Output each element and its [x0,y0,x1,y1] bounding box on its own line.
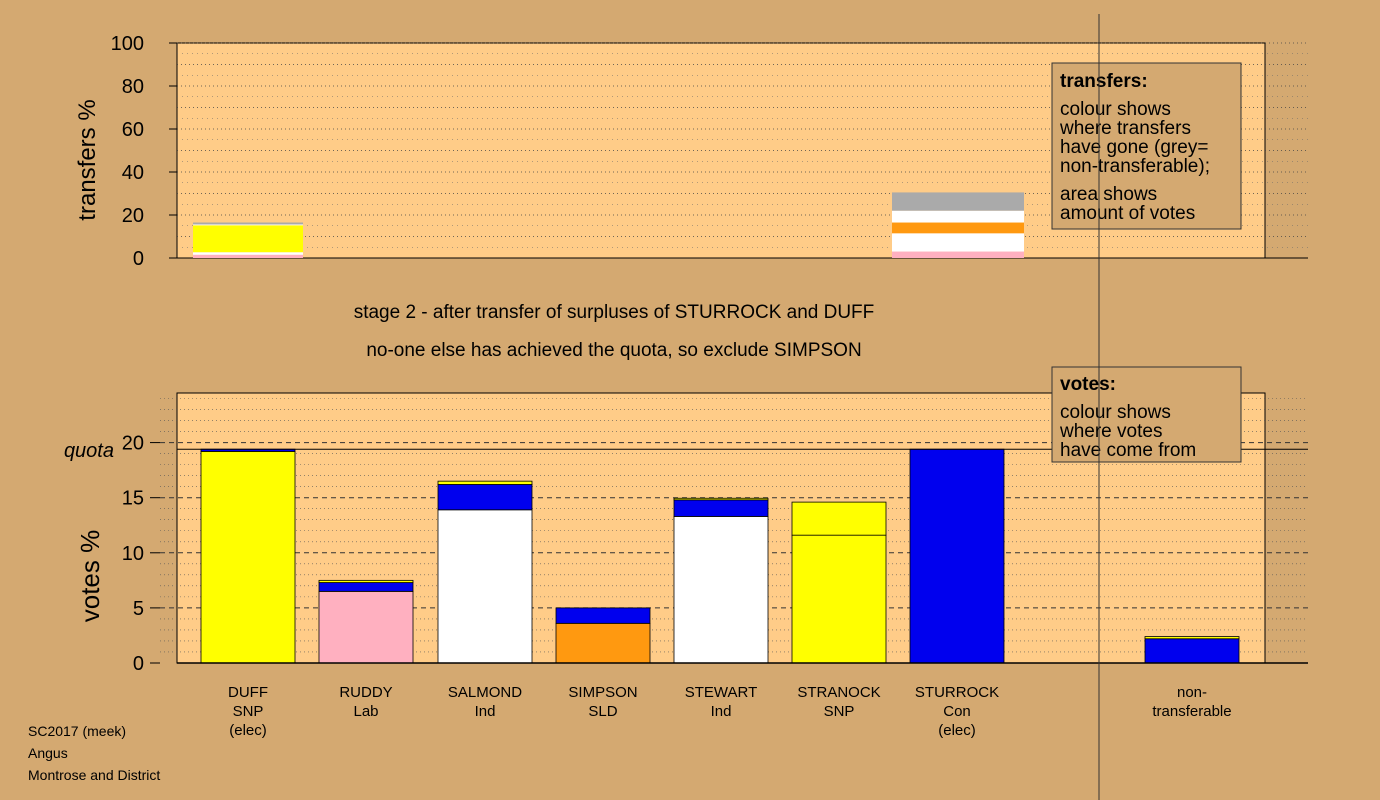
vote-bar-segment [673,499,769,517]
category-label: SALMOND [448,684,522,701]
category-label: SNP [824,703,855,720]
votes-legend-box [1051,366,1242,463]
category-label: STEWART [685,684,758,701]
transfers-legend-title: transfers: [1060,71,1148,92]
vote-bar-segment [1144,636,1240,640]
transfer-bar-segment [892,210,1024,223]
category-label: non- [1177,684,1207,701]
vote-bar-segment [318,579,414,583]
category-label: STRANOCK [797,684,880,701]
category-label: transferable [1152,703,1231,720]
category-label: Ind [711,703,732,720]
category-label: STURROCK [915,684,999,701]
category-label: DUFF [228,684,268,701]
transfer-bar-segment [193,254,303,258]
category-label: SIMPSON [568,684,637,701]
vote-bar-segment [318,590,414,664]
transfer-bar-segment [193,252,303,255]
transfers-legend-line: non-transferable); [1060,156,1210,177]
footer-line-1: SC2017 (meek) [28,723,127,739]
transfers-legend-box [1051,62,1242,230]
transfer-bar-segment [193,222,303,225]
transfers-y-tick-label: 0 [133,248,144,270]
transfers-y-axis-label: transfers % [74,99,101,220]
votes-legend-title: votes: [1060,374,1116,395]
transfer-bar-segment [892,192,1024,211]
vote-bar-segment [437,509,533,664]
transfer-bar-segment [193,224,303,226]
transfer-bar-segment [892,251,1024,258]
votes-y-tick-label: 20 [122,433,144,455]
vote-bar-segment [673,516,769,664]
transfers-y-tick-label: 40 [122,162,144,184]
category-label: Ind [475,703,496,720]
category-label: RUDDY [339,684,392,701]
transfer-bar-segment [892,233,1024,252]
votes-y-tick-label: 0 [133,653,144,675]
category-label: (elec) [938,722,976,739]
vote-bar-segment [791,501,887,536]
votes-legend-line: where votes [1059,421,1162,442]
transfers-legend-line: have gone (grey= [1060,137,1208,158]
category-label: (elec) [229,722,267,739]
transfers-legend-line: where transfers [1059,118,1191,139]
transfers-y-tick-label: 100 [111,33,144,55]
stage-text-line-1: stage 2 - after transfer of surpluses of… [354,302,875,323]
transfers-y-tick-label: 60 [122,119,144,141]
vote-bar-segment [555,622,651,664]
vote-bar-segment [673,497,769,501]
transfer-bar-segment [892,222,1024,234]
vote-bar-segment [1144,638,1240,664]
transfers-legend-line: area shows [1060,184,1157,205]
vote-bar-segment [200,451,296,664]
footer-source: SC2017 (meek) Angus Montrose and Distric… [28,720,160,786]
transfers-y-tick-label: 80 [122,76,144,98]
vote-bar-segment [555,607,651,624]
votes-y-tick-label: 5 [133,598,144,620]
vote-bar-segment [437,480,533,485]
footer-line-2: Angus [28,745,68,761]
vote-bar-segment [318,582,414,592]
vote-bar-segment [437,484,533,511]
footer-line-3: Montrose and District [28,767,161,783]
category-label: Lab [353,703,378,720]
stage-text-line-2: no-one else has achieved the quota, so e… [366,340,861,361]
category-label: SLD [588,703,617,720]
vote-bar-segment [909,448,1005,664]
vote-bar-segment [791,534,887,664]
votes-y-tick-label: 15 [122,488,144,510]
votes-y-tick-label: 10 [122,543,144,565]
transfers-legend-line: colour shows [1060,99,1171,120]
category-label: SNP [233,703,264,720]
votes-y-axis-label: votes % [75,530,105,623]
votes-legend-line: colour shows [1060,402,1171,423]
transfers-legend-line: amount of votes [1060,203,1195,224]
transfer-bar-segment [193,225,303,253]
transfers-y-tick-label: 20 [122,205,144,227]
category-label: Con [943,703,971,720]
votes-legend-line: have come from [1060,440,1196,461]
quota-label: quota [64,440,114,462]
